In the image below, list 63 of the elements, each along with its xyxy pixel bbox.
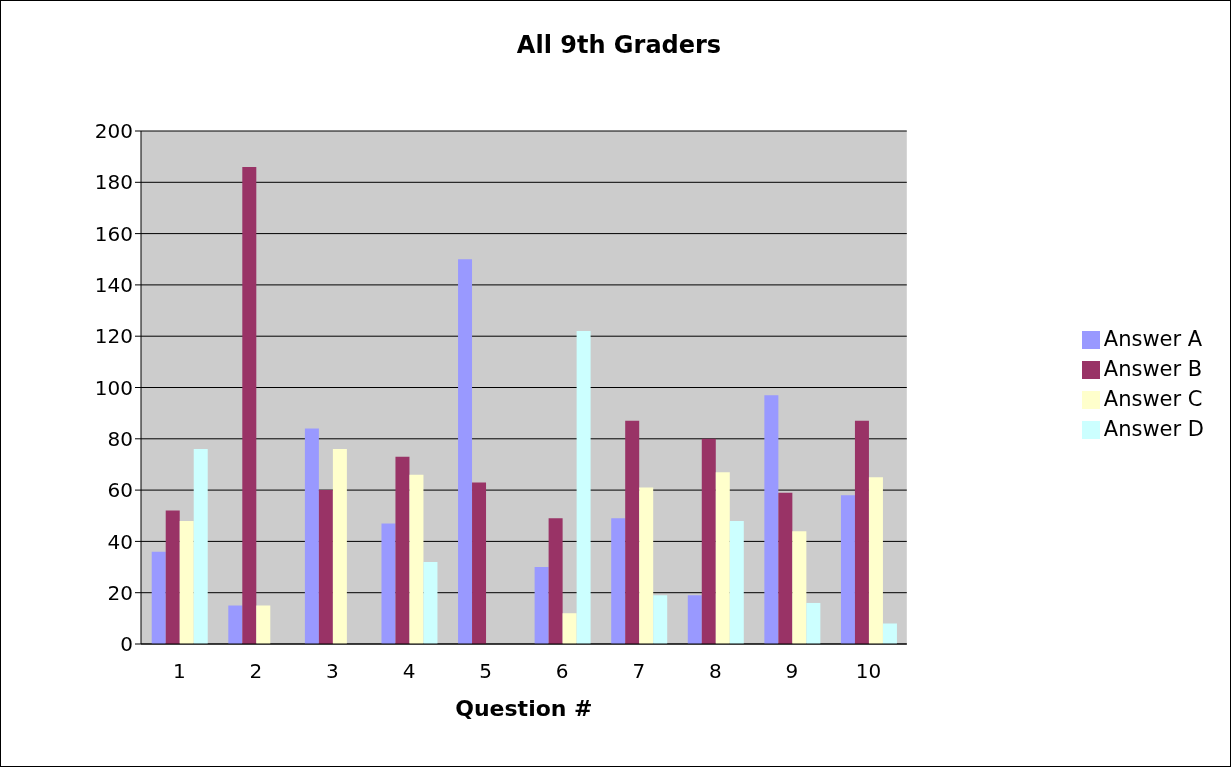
x-tick-label: 6 — [555, 659, 569, 684]
chart-title: All 9th Graders — [515, 31, 723, 59]
bar — [151, 551, 166, 644]
bar — [318, 490, 333, 644]
bar — [548, 518, 563, 644]
bar — [854, 420, 869, 644]
y-tick-label: 80 — [107, 426, 133, 451]
bar — [458, 259, 473, 644]
bar — [882, 623, 897, 644]
x-tick-label: 9 — [785, 659, 799, 684]
bar — [381, 523, 396, 644]
bar — [792, 531, 807, 644]
y-tick-label: 20 — [107, 580, 133, 605]
y-tick-label: 0 — [120, 632, 133, 657]
bar — [778, 492, 793, 644]
y-tick-label: 40 — [107, 529, 133, 554]
y-tick-label: 200 — [94, 119, 133, 144]
x-tick-label: 4 — [402, 659, 416, 684]
x-tick-label: 5 — [479, 659, 492, 684]
bar — [562, 613, 577, 644]
bar — [534, 567, 549, 644]
x-tick-label: 3 — [326, 659, 339, 684]
bar — [256, 605, 271, 644]
y-tick-label: 180 — [94, 170, 133, 195]
bar — [228, 605, 243, 644]
bar — [715, 472, 730, 644]
bar — [653, 595, 668, 644]
legend-label: Answer D — [1103, 416, 1204, 441]
y-tick-label: 100 — [94, 375, 133, 400]
x-tick-label: 8 — [708, 659, 722, 684]
bar — [409, 474, 424, 644]
bar — [840, 495, 855, 644]
bar — [472, 482, 487, 644]
bar — [729, 520, 744, 644]
legend-label: Answer B — [1103, 356, 1203, 381]
bar — [701, 438, 716, 644]
bar — [868, 477, 883, 644]
bar — [165, 510, 180, 644]
x-axis-title: Question # — [455, 696, 593, 721]
bar — [764, 395, 779, 644]
y-tick-label: 120 — [94, 324, 133, 349]
bar — [806, 602, 821, 644]
x-tick-label: 1 — [172, 659, 186, 684]
y-tick-label: 140 — [94, 273, 133, 297]
y-tick-label: 60 — [107, 478, 133, 503]
legend-label: Answer A — [1103, 326, 1203, 351]
y-tick-label: 160 — [94, 221, 133, 246]
bar — [332, 449, 347, 644]
bar — [576, 331, 591, 644]
bar — [179, 520, 194, 644]
legend-label: Answer C — [1103, 386, 1203, 411]
x-tick-label: 7 — [632, 659, 646, 684]
bar — [611, 518, 626, 644]
bar — [639, 487, 654, 644]
bar — [193, 449, 208, 644]
bar — [304, 428, 319, 644]
bar — [625, 420, 640, 644]
bar — [687, 595, 702, 644]
bar — [242, 166, 257, 644]
bar — [395, 456, 410, 644]
bar — [423, 561, 438, 644]
x-tick-label: 2 — [249, 659, 263, 684]
x-tick-label: 10 — [855, 659, 882, 684]
